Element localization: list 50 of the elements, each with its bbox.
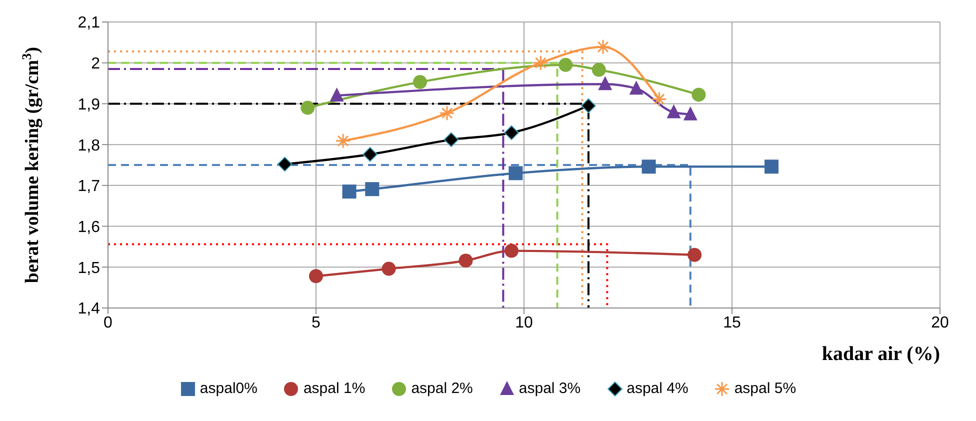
- point: [413, 75, 427, 90]
- point: [504, 125, 520, 140]
- point: [764, 160, 779, 174]
- point: [335, 133, 351, 149]
- y-tick-label: 1,8: [78, 137, 100, 154]
- point: [508, 166, 523, 180]
- point: [688, 248, 702, 262]
- legend-label: aspal0%: [200, 380, 258, 397]
- legend-label: aspal 5%: [734, 380, 796, 397]
- y-tick-label: 1,9: [78, 96, 100, 114]
- y-tick-label: 1,4: [78, 300, 100, 318]
- legend-label: aspal 3%: [518, 380, 581, 397]
- y-tick-label: 2,1: [78, 14, 100, 32]
- point: [683, 106, 698, 120]
- point: [666, 104, 681, 118]
- point: [592, 62, 606, 77]
- x-tick-label: 20: [931, 314, 949, 332]
- y-tick-label: 1,6: [78, 218, 100, 236]
- point: [580, 98, 596, 114]
- legend-label: aspal 2%: [411, 380, 473, 397]
- y-tick-label: 1,7: [78, 178, 100, 196]
- legend-label: aspal 1%: [303, 380, 366, 397]
- point: [444, 132, 459, 148]
- point: [629, 80, 644, 95]
- legend-label: aspal 4%: [626, 380, 688, 397]
- point: [362, 146, 378, 162]
- point: [692, 88, 706, 102]
- x-tick-label: 10: [515, 314, 533, 332]
- point: [300, 100, 315, 115]
- point: [342, 184, 356, 199]
- x-tick-label: 5: [312, 314, 321, 332]
- point: [382, 262, 396, 276]
- point: [309, 269, 323, 284]
- point: [330, 88, 344, 102]
- point: [532, 55, 548, 71]
- point: [598, 76, 612, 90]
- point: [558, 58, 573, 72]
- point: [504, 244, 519, 258]
- point: [277, 156, 292, 172]
- point: [642, 160, 656, 174]
- y-tick-label: 1,5: [78, 260, 100, 277]
- point: [458, 254, 473, 268]
- x-tick-label: 15: [723, 314, 741, 332]
- point: [365, 182, 380, 196]
- point: [595, 39, 611, 55]
- point: [651, 91, 667, 107]
- x-axis-title: kadar air (%): [822, 343, 940, 365]
- point: [439, 105, 455, 121]
- y-tick-label: 2: [91, 56, 100, 73]
- x-tick-label: 0: [104, 314, 113, 332]
